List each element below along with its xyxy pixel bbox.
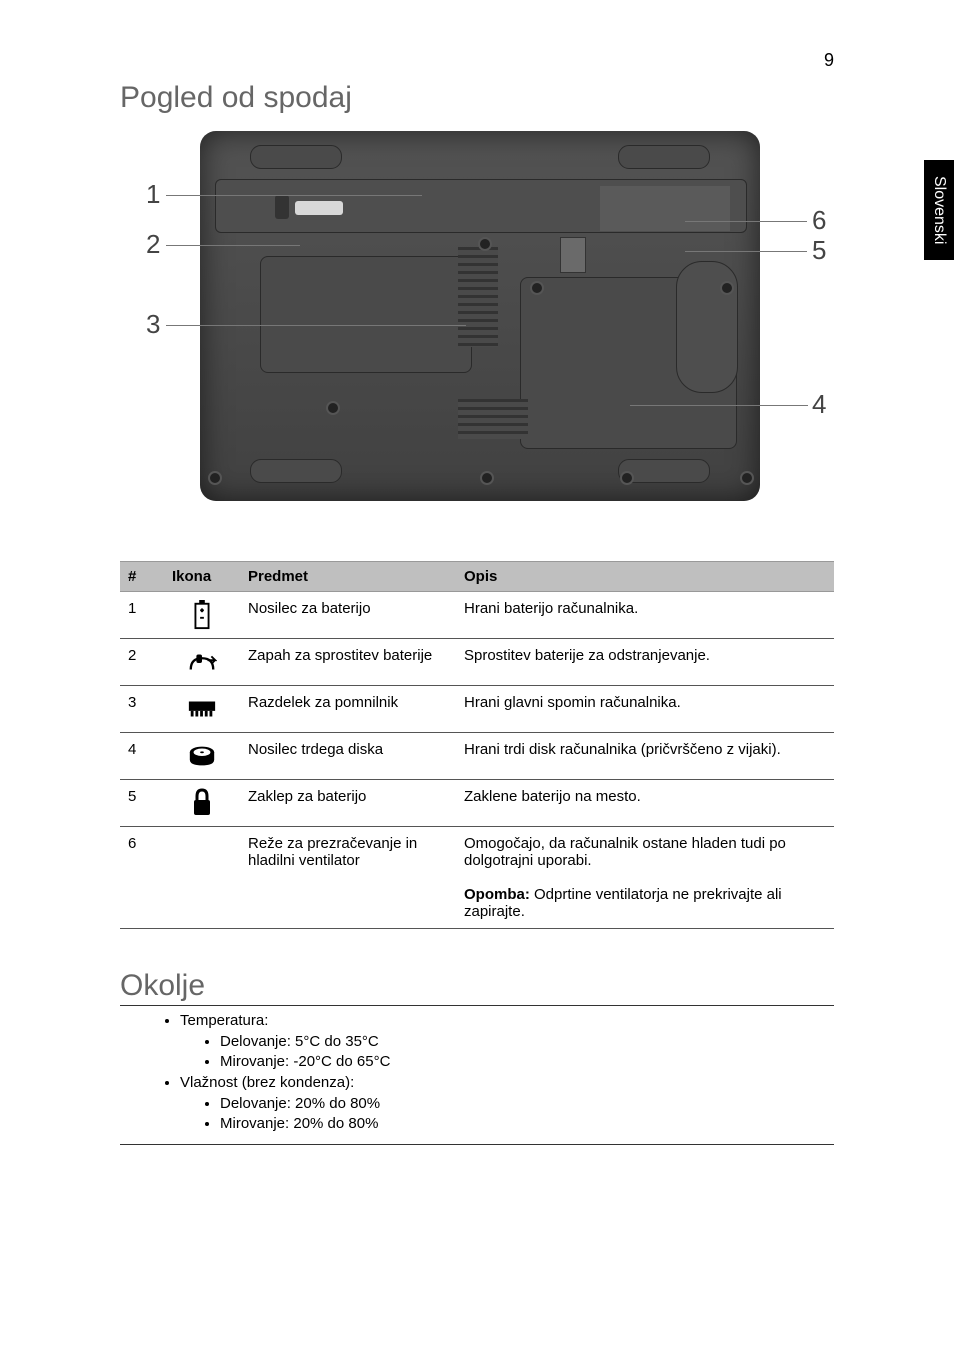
components-table: # Ikona Predmet Opis 1 Nosilec <box>120 561 834 929</box>
cell-desc: Zaklene baterijo na mesto. <box>456 780 834 827</box>
list-item: Vlažnost (brez kondenza): Delovanje: 20%… <box>180 1074 834 1132</box>
table-row: 6 Reže za prezračevanje in hladilni vent… <box>120 827 834 929</box>
callout-6: 6 <box>812 205 826 236</box>
environment-list: Temperatura: Delovanje: 5°C do 35°C Miro… <box>120 1012 834 1132</box>
cell-subject: Zapah za sprostitev baterije <box>240 639 456 686</box>
heading-bottom-view: Pogled od spodaj <box>120 81 834 115</box>
cell-icon <box>164 592 240 639</box>
laptop-base-illustration <box>200 131 760 501</box>
cell-icon <box>164 733 240 780</box>
cell-num: 5 <box>120 780 164 827</box>
cell-icon <box>164 639 240 686</box>
memory-icon <box>187 694 217 724</box>
cell-desc: Hrani baterijo računalnika. <box>456 592 834 639</box>
cell-subject: Nosilec za baterijo <box>240 592 456 639</box>
cell-desc: Sprostitev baterije za odstranjevanje. <box>456 639 834 686</box>
cell-num: 1 <box>120 592 164 639</box>
cell-num: 4 <box>120 733 164 780</box>
unlock-latch-icon <box>187 647 217 677</box>
cell-subject: Razdelek za pomnilnik <box>240 686 456 733</box>
cell-icon <box>164 827 240 929</box>
env-label: Temperatura: <box>180 1012 268 1029</box>
cell-subject: Zaklep za baterijo <box>240 780 456 827</box>
list-item: Mirovanje: 20% do 80% <box>220 1115 834 1132</box>
table-row: 5 Zaklep za baterijo Zaklene baterijo na… <box>120 780 834 827</box>
cell-desc: Hrani trdi disk računalnika (pričvrščeno… <box>456 733 834 780</box>
table-row: 1 Nosilec za baterijo Hrani baterijo rač… <box>120 592 834 639</box>
cell-num: 2 <box>120 639 164 686</box>
note-label: Opomba: <box>464 886 530 903</box>
hdd-icon <box>187 741 217 771</box>
battery-icon <box>187 600 217 630</box>
list-item: Delovanje: 5°C do 35°C <box>220 1033 834 1050</box>
heading-environment: Okolje <box>120 969 834 1006</box>
cell-num: 6 <box>120 827 164 929</box>
list-item: Mirovanje: -20°C do 65°C <box>220 1053 834 1070</box>
table-row: 2 Zapah za sprostitev baterije Sprostite… <box>120 639 834 686</box>
language-tab: Slovenski <box>924 160 954 260</box>
th-desc: Opis <box>456 562 834 592</box>
desc-text: Omogočajo, da računalnik ostane hladen t… <box>464 835 786 869</box>
th-subj: Predmet <box>240 562 456 592</box>
list-item: Temperatura: Delovanje: 5°C do 35°C Miro… <box>180 1012 834 1070</box>
callout-4: 4 <box>812 389 826 420</box>
diagram-bottom-view: 1 2 3 6 5 4 <box>120 131 840 521</box>
cell-subject: Nosilec trdega diska <box>240 733 456 780</box>
th-num: # <box>120 562 164 592</box>
cell-icon <box>164 780 240 827</box>
cell-subject: Reže za prezračevanje in hladilni ventil… <box>240 827 456 929</box>
env-label: Vlažnost (brez kondenza): <box>180 1074 354 1091</box>
list-item: Delovanje: 20% do 80% <box>220 1095 834 1112</box>
th-icon: Ikona <box>164 562 240 592</box>
lock-icon <box>187 788 217 818</box>
page-number: 9 <box>120 50 834 71</box>
cell-num: 3 <box>120 686 164 733</box>
table-row: 3 Razdelek za pomnilnik Hrani glavni spo… <box>120 686 834 733</box>
callout-5: 5 <box>812 235 826 266</box>
table-row: 4 Nosilec trdega diska Hrani trdi disk r… <box>120 733 834 780</box>
callout-3: 3 <box>146 309 160 340</box>
callout-1: 1 <box>146 179 160 210</box>
cell-icon <box>164 686 240 733</box>
cell-desc: Hrani glavni spomin računalnika. <box>456 686 834 733</box>
cell-desc: Omogočajo, da računalnik ostane hladen t… <box>456 827 834 929</box>
callout-2: 2 <box>146 229 160 260</box>
